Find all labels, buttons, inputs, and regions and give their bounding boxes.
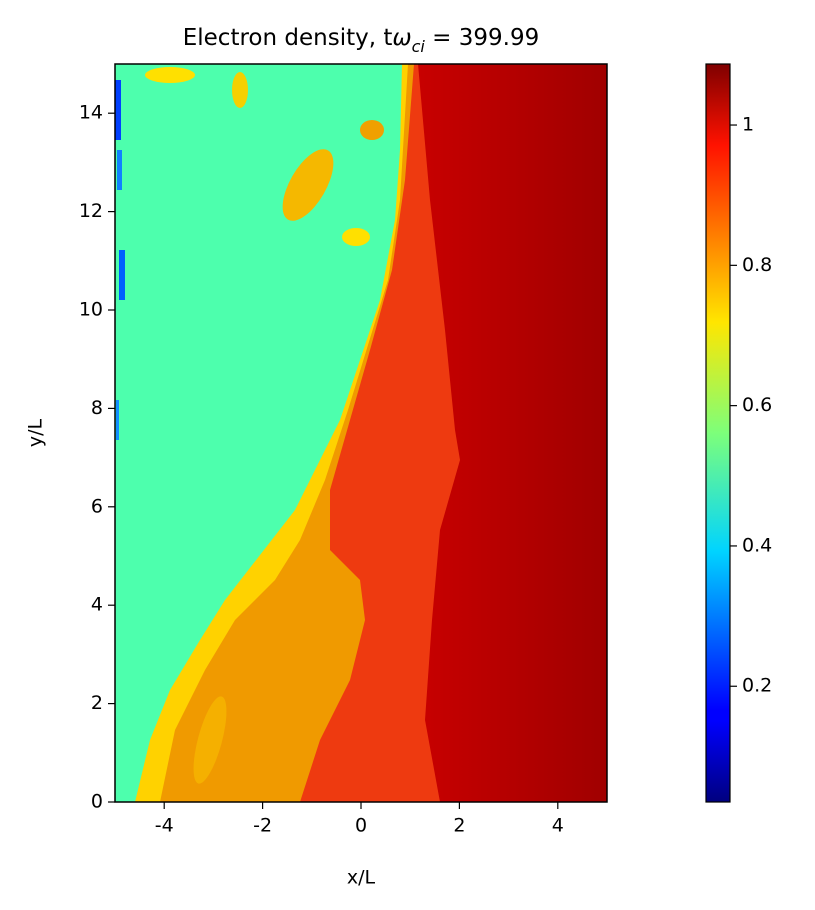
y-tick-label: 8 [91, 397, 103, 419]
chart-title: Electron density, tωci = 399.99 [183, 25, 540, 57]
y-tick-label: 14 [79, 102, 103, 124]
x-axis-label: x/L [347, 867, 376, 889]
y-tick-label: 2 [91, 692, 103, 714]
title-part: Electron density, t [183, 25, 393, 51]
colorbar [705, 63, 731, 803]
y-tick-label: 0 [91, 791, 103, 813]
x-tick-label: 0 [355, 815, 367, 837]
y-axis-label: y/L [25, 418, 47, 447]
colorbar-tick-label: 1 [742, 114, 754, 136]
y-tick-label: 12 [79, 200, 103, 222]
heatmap-image [115, 64, 607, 802]
x-tick-label: -4 [155, 815, 174, 837]
title-part: ω [392, 25, 411, 51]
y-tick-label: 6 [91, 495, 103, 517]
y-tick-label: 10 [79, 299, 103, 321]
y-tick-label: 4 [91, 594, 103, 616]
title-part: ci [412, 37, 426, 56]
colorbar-tick-label: 0.8 [742, 254, 772, 276]
x-tick-label: -2 [253, 815, 272, 837]
x-tick-label: 4 [552, 815, 564, 837]
colorbar-tick-label: 0.2 [742, 675, 772, 697]
title-part: = 399.99 [425, 25, 539, 51]
x-tick-label: 2 [453, 815, 465, 837]
colorbar-tick-label: 0.6 [742, 394, 772, 416]
colorbar-tick-label: 0.4 [742, 534, 772, 556]
